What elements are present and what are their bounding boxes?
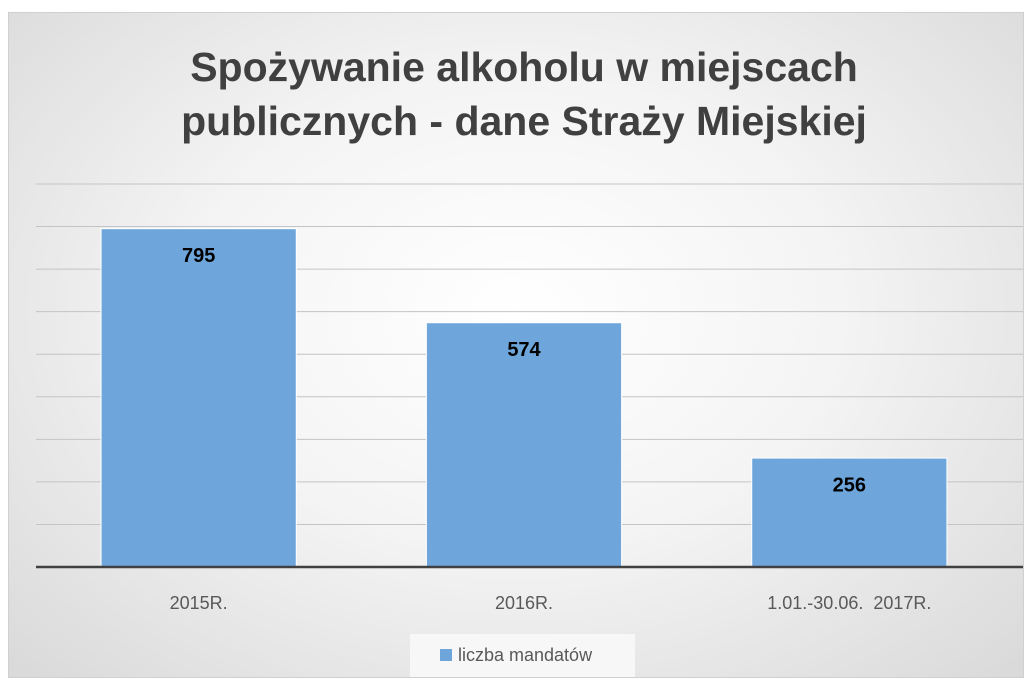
x-tick-label: 1.01.-30.06. 2017R. <box>767 593 931 613</box>
x-tick-label: 2015R. <box>170 593 228 613</box>
x-tick-label: 2016R. <box>495 593 553 613</box>
chart-title: Spożywanie alkoholu w miejscach publiczn… <box>181 44 870 144</box>
legend-label: liczba mandatów <box>458 645 593 665</box>
data-label: 574 <box>507 339 541 361</box>
bar <box>425 322 623 568</box>
legend-swatch <box>440 649 452 661</box>
data-label: 795 <box>182 245 215 267</box>
bar <box>100 228 297 568</box>
bar <box>751 457 948 568</box>
data-label: 256 <box>833 474 866 496</box>
